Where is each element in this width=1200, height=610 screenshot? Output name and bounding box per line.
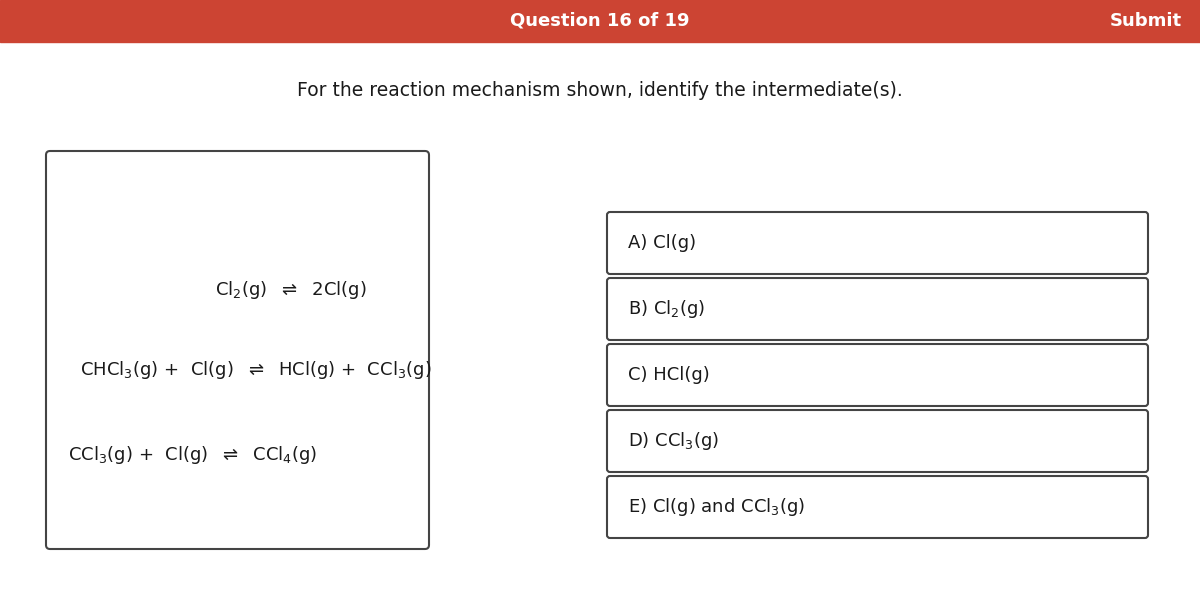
Text: A) Cl(g): A) Cl(g) [628,234,696,252]
FancyBboxPatch shape [607,344,1148,406]
FancyBboxPatch shape [607,212,1148,274]
FancyBboxPatch shape [607,278,1148,340]
FancyBboxPatch shape [607,410,1148,472]
Text: Question 16 of 19: Question 16 of 19 [510,12,690,30]
FancyBboxPatch shape [46,151,430,549]
Text: For the reaction mechanism shown, identify the intermediate(s).: For the reaction mechanism shown, identi… [298,81,902,99]
Bar [0,0,1200,42]
Text: CHCl$_3$(g) +  Cl(g)  $\rightleftharpoons$  HCl(g) +  CCl$_3$(g): CHCl$_3$(g) + Cl(g) $\rightleftharpoons$… [80,359,432,381]
Text: CCl$_3$(g) +  Cl(g)  $\rightleftharpoons$  CCl$_4$(g): CCl$_3$(g) + Cl(g) $\rightleftharpoons$ … [68,444,317,466]
Text: D) CCl$_3$(g): D) CCl$_3$(g) [628,430,719,452]
Text: E) Cl(g) and CCl$_3$(g): E) Cl(g) and CCl$_3$(g) [628,496,805,518]
Text: Submit: Submit [1110,12,1182,30]
Text: C) HCl(g): C) HCl(g) [628,366,709,384]
Text: Cl$_2$(g)  $\rightleftharpoons$  2Cl(g): Cl$_2$(g) $\rightleftharpoons$ 2Cl(g) [215,279,367,301]
FancyBboxPatch shape [607,476,1148,538]
Text: B) Cl$_2$(g): B) Cl$_2$(g) [628,298,706,320]
